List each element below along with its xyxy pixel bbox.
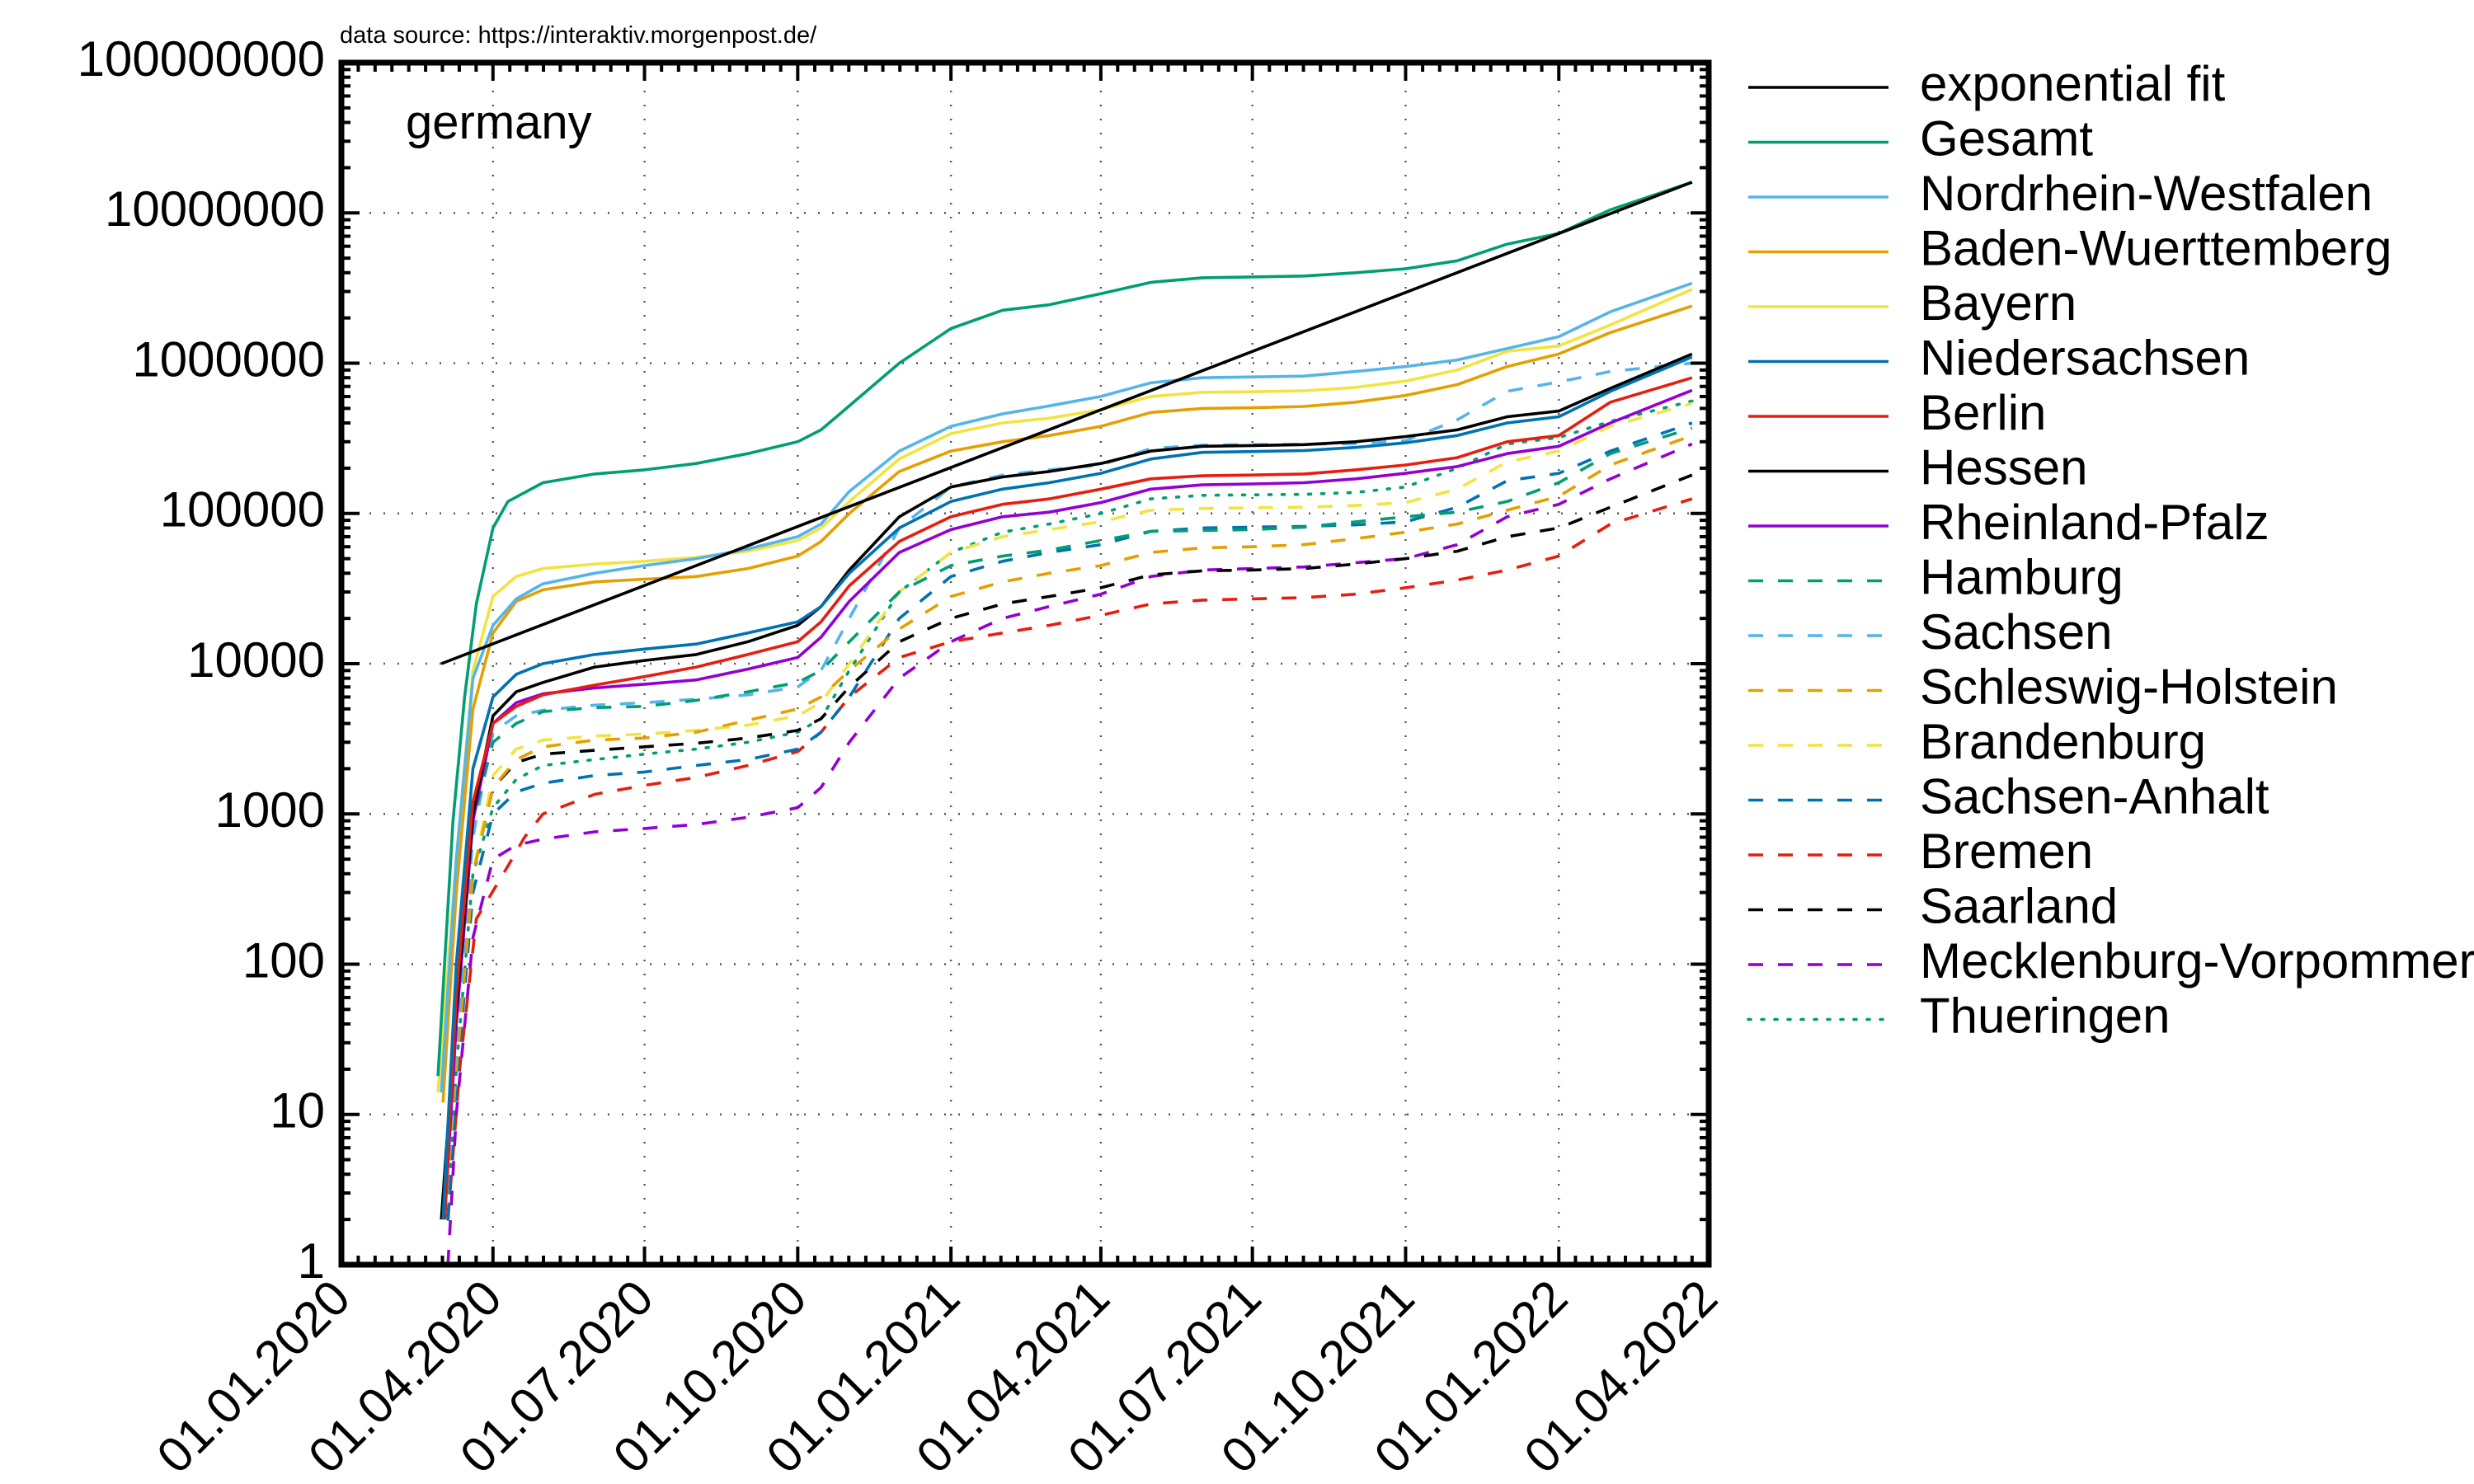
legend-label-hessen: Hessen [1920, 439, 2087, 495]
series-line-niedersachsen [441, 355, 1693, 1220]
chart-title: germany [406, 96, 592, 149]
legend-label-schleswig-holstein: Schleswig-Holstein [1920, 659, 2338, 714]
y-axis-tick-labels: 1 10 100 1000 10000 100000 1000000 10000000 1000… [78, 31, 325, 1289]
legend: exponential fitGesamtNordrhein-Westfalen… [1747, 56, 2474, 1043]
series-line-bayern [436, 288, 1693, 1093]
series-line-schleswig-holstein [443, 434, 1693, 1220]
y-tick-label: 10000000 [105, 181, 325, 237]
legend-label-sachsen: Sachsen [1920, 604, 2113, 660]
y-tick-label: 100000000 [78, 31, 325, 87]
series-line-saarland [446, 473, 1693, 1220]
y-tick-label: 1000 [215, 782, 325, 838]
legend-label-hamburg: Hamburg [1920, 549, 2124, 604]
y-tick-label: 10 [270, 1083, 325, 1139]
series-line-baden-wuerttemberg [441, 304, 1693, 1103]
series-line-nordrhein-westfalen [440, 281, 1693, 1093]
y-tick-label: 1 [298, 1233, 325, 1289]
legend-label-mecklenburg-vorpommern: Mecklenburg-Vorpommern [1920, 933, 2474, 989]
data-source-label: data source: https://interaktiv.morgenpo… [340, 22, 817, 49]
series-line-gesamt [436, 181, 1693, 1077]
series-line-mecklenburg-vorpommern [446, 442, 1693, 1265]
series-line-bremen [446, 497, 1693, 1220]
legend-label-nordrhein-westfalen: Nordrhein-Westfalen [1920, 166, 2373, 221]
y-tick-label: 10000 [187, 632, 325, 688]
plot-area [436, 181, 1694, 1265]
legend-label-rheinland-pfalz: Rheinland-Pfalz [1920, 495, 2269, 550]
legend-label-baden-wuerttemberg: Baden-Wuerttemberg [1920, 220, 2392, 275]
y-tick-label: 1000000 [132, 331, 325, 387]
series-line-hamburg [443, 426, 1693, 1220]
legend-label-bayern: Bayern [1920, 275, 2077, 331]
series-line-sachsen [443, 361, 1692, 1220]
legend-label-brandenburg: Brandenburg [1920, 714, 2206, 769]
legend-label-sachsen-anhalt: Sachsen-Anhalt [1920, 768, 2269, 824]
legend-label-niedersachsen: Niedersachsen [1920, 330, 2250, 385]
y-tick-label: 100 [242, 932, 325, 988]
series-line-hessen [440, 352, 1693, 1220]
legend-label-thueringen: Thueringen [1920, 988, 2171, 1043]
y-tick-label: 100000 [160, 482, 325, 538]
series-line-rheinland-pfalz [443, 388, 1693, 1220]
legend-label-exponential-fit: exponential fit [1920, 56, 2226, 111]
legend-label-bremen: Bremen [1920, 824, 2093, 879]
legend-label-berlin: Berlin [1920, 385, 2046, 440]
axis-ticks [340, 61, 1710, 1266]
series-line-berlin [443, 376, 1693, 1220]
series-line-sachsen-anhalt [446, 421, 1693, 1220]
legend-label-gesamt: Gesamt [1920, 110, 2093, 166]
legend-label-saarland: Saarland [1920, 878, 2118, 933]
series-line-brandenburg [443, 402, 1693, 1220]
series-line-exponential-fit [440, 181, 1693, 665]
